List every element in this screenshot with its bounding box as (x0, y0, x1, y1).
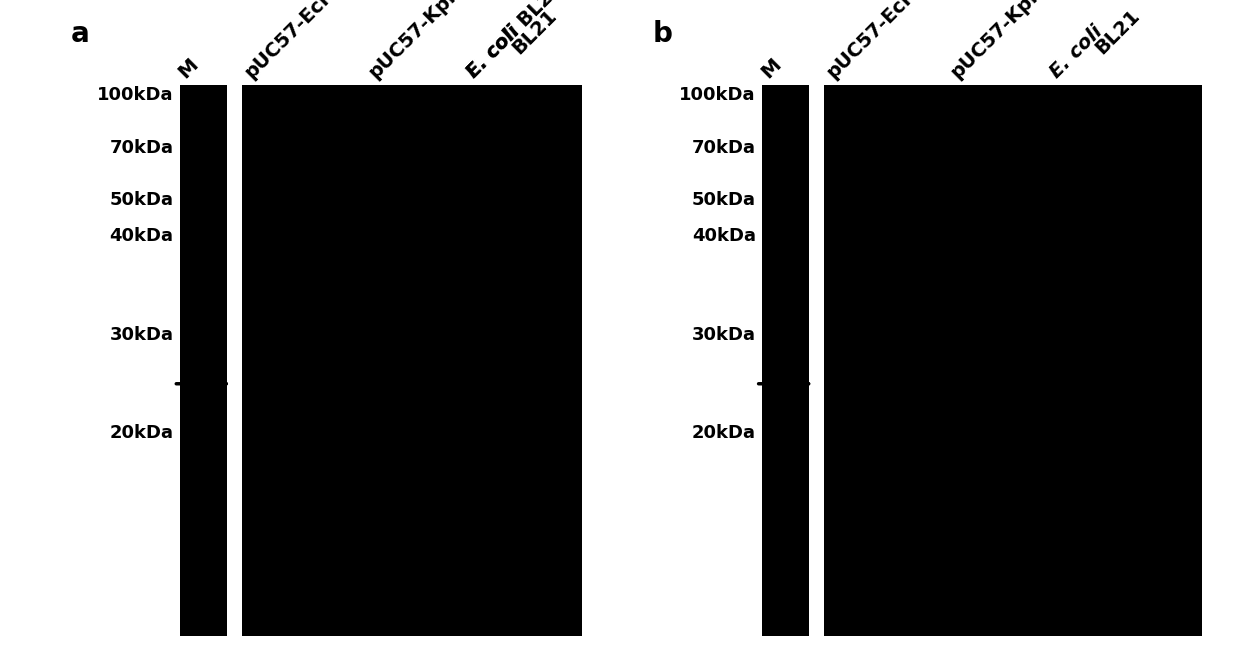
Text: 30kDa: 30kDa (109, 325, 173, 344)
Text: 30kDa: 30kDa (691, 325, 756, 344)
Text: 20kDa: 20kDa (691, 424, 756, 442)
Text: 70kDa: 70kDa (109, 138, 173, 157)
Text: 100kDa: 100kDa (679, 86, 756, 104)
Bar (242, 85, 582, 636)
Text: 70kDa: 70kDa (691, 138, 756, 157)
Text: 50kDa: 50kDa (691, 191, 756, 209)
Text: M: M (175, 55, 202, 82)
Text: E. coli: E. coli (463, 18, 528, 82)
Bar (824, 85, 1202, 636)
Text: pUC57-EcPETase: pUC57-EcPETase (240, 0, 382, 82)
Text: 40kDa: 40kDa (109, 227, 173, 245)
Text: 50kDa: 50kDa (109, 191, 173, 209)
Text: E. coli BL21: E. coli BL21 (463, 0, 566, 82)
Text: pUC57-Kpn: pUC57-Kpn (947, 0, 1047, 82)
Text: 100kDa: 100kDa (97, 86, 173, 104)
Text: pUC57-EcPETase: pUC57-EcPETase (823, 0, 964, 82)
Text: a: a (71, 20, 90, 48)
Text: M: M (757, 55, 784, 82)
Text: E. coli BL21: E. coli BL21 (463, 0, 566, 82)
Text: 20kDa: 20kDa (109, 424, 173, 442)
Text: b: b (653, 20, 673, 48)
Text: 40kDa: 40kDa (691, 227, 756, 245)
Bar (762, 85, 809, 636)
Text: BL21: BL21 (509, 6, 561, 58)
Bar (180, 85, 227, 636)
Text: BL21: BL21 (1092, 6, 1144, 58)
Text: pUC57-Kpn: pUC57-Kpn (364, 0, 465, 82)
Text: E. coli: E. coli (1046, 18, 1110, 82)
